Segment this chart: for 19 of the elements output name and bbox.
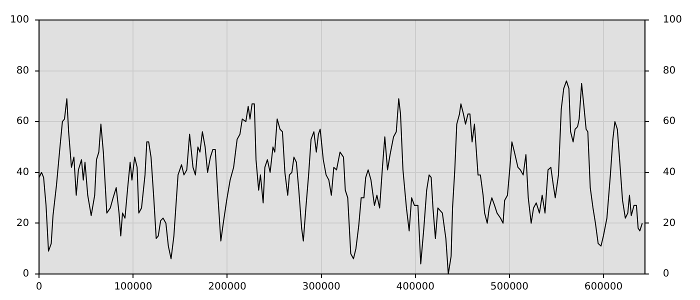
y2-tick-label: 20 (662, 218, 676, 229)
y-tick-label: 0 (22, 268, 30, 280)
x-tick-label: 100000 (114, 282, 152, 293)
x-tick-label: 300000 (302, 282, 340, 293)
x-tick-label: 600000 (584, 282, 623, 293)
y-tick-label: 20 (16, 218, 30, 229)
y2-tick-label: 80 (662, 65, 676, 76)
x-tick-label: 0 (36, 282, 42, 293)
y2-tick-label: 40 (662, 166, 676, 178)
y2-tick-label: 60 (662, 116, 676, 128)
x-tick-label: 400000 (396, 282, 434, 293)
y-tick-label: 100 (10, 14, 30, 26)
x-tick-label: 500000 (490, 282, 529, 293)
y-tick-label: 80 (16, 65, 30, 76)
y-tick-label: 60 (16, 116, 30, 128)
y2-tick-label: 0 (662, 268, 670, 280)
x-tick-label: 200000 (208, 282, 246, 293)
y-tick-label: 40 (16, 166, 30, 178)
y2-tick-label: 100 (662, 14, 682, 26)
